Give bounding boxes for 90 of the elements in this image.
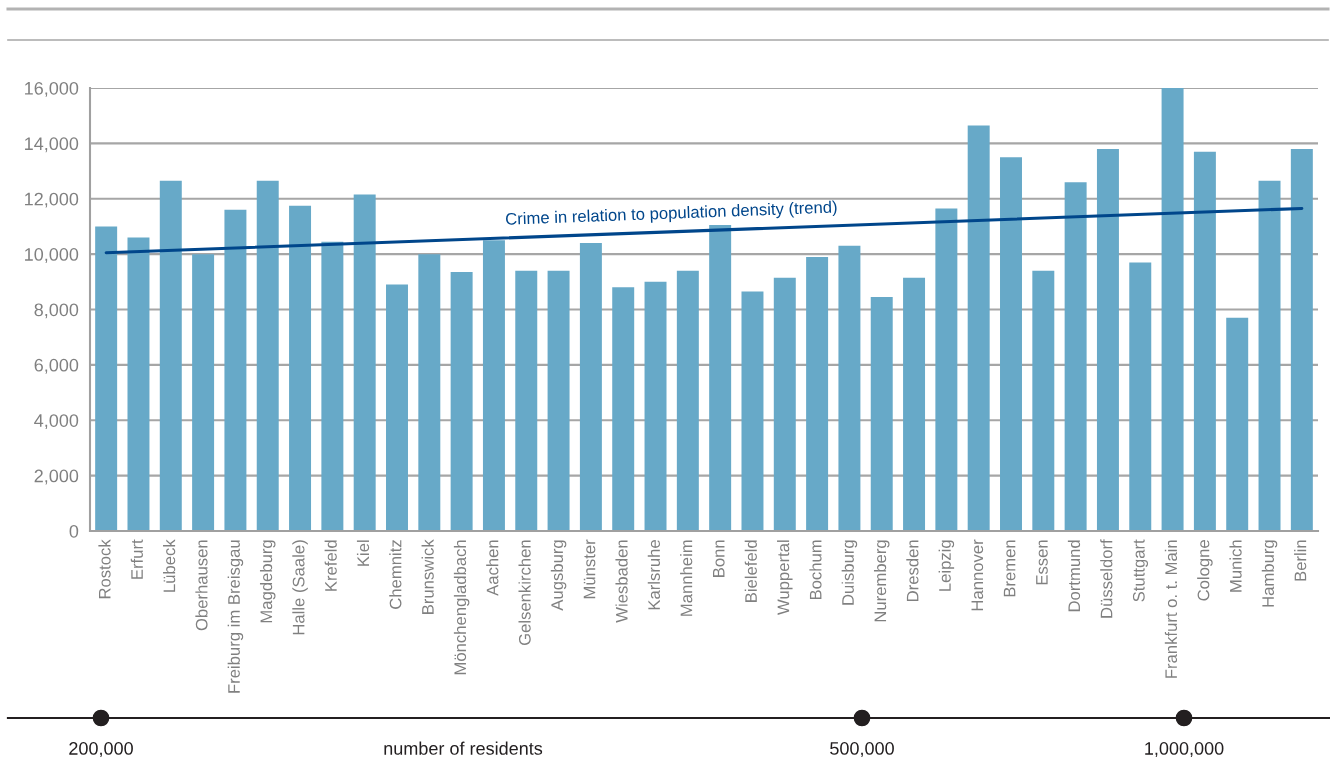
bar <box>127 237 150 531</box>
bar <box>482 240 505 531</box>
bar <box>1032 270 1055 531</box>
bar <box>192 254 215 531</box>
bar <box>870 297 893 531</box>
bar <box>579 243 602 531</box>
text: 1,000,000 <box>1145 742 1224 757</box>
bar <box>612 287 635 531</box>
bar <box>418 254 441 531</box>
x-tick-label: Frankfurt o. t. Main <box>1164 540 1178 678</box>
x-tick-label: Lübeck <box>163 539 176 592</box>
x-tick-label: Karlsruhe <box>647 540 660 610</box>
x-tick-label: Wuppertal <box>777 540 793 615</box>
x-tick-label: Berlin <box>1294 540 1307 581</box>
x-tick-label: Aachen <box>486 540 499 596</box>
bar <box>676 270 699 531</box>
bar <box>1161 88 1184 531</box>
x-axis-title: number of residents <box>384 741 543 755</box>
y-tick-label: 0 <box>69 524 79 538</box>
y-tick-label: 10,000 <box>25 248 79 263</box>
y-tick-label: 14,000 <box>25 137 79 153</box>
y-tick-label: 4,000 <box>34 414 79 430</box>
bar <box>95 226 118 531</box>
bar <box>1129 262 1152 531</box>
bar <box>159 180 182 531</box>
x-tick-label: Duisburg <box>841 540 858 605</box>
text: 500,000 <box>830 742 894 757</box>
x-tick-label: Dortmund <box>1067 540 1081 612</box>
x-tick-label: Bochum <box>809 540 822 600</box>
x-tick-label: Leipzig <box>938 540 955 591</box>
bar <box>967 125 990 531</box>
bar <box>1193 151 1216 531</box>
x-tick-label: Cologne <box>1197 540 1213 601</box>
bar <box>1000 157 1022 531</box>
x-tick-label: Augsburg <box>550 540 567 611</box>
bar <box>1290 148 1313 531</box>
bar <box>1064 182 1087 531</box>
bar <box>256 180 279 531</box>
x-tick-label: Kiel <box>356 540 370 566</box>
y-tick-label: 2,000 <box>34 469 79 485</box>
y-tick-label: 6,000 <box>34 358 79 374</box>
series-label: Crime in relation to population density (trend) <box>505 200 837 229</box>
bar <box>289 205 312 531</box>
x-tick-label: Gelsenkirchen <box>518 540 531 646</box>
bar <box>838 245 861 531</box>
y-tick-label: 8,000 <box>34 303 79 319</box>
x-tick-label: Mannheim <box>680 540 693 616</box>
bar <box>386 284 408 531</box>
x-tick-label: Nuremberg <box>873 540 890 622</box>
x-tick-label: Chemnitz <box>389 540 402 609</box>
bar <box>1226 317 1249 531</box>
bar <box>806 256 829 531</box>
bar <box>224 209 247 531</box>
x-tick-label: Hannover <box>971 539 984 611</box>
y-tick-label: 16,000 <box>25 81 79 97</box>
bar <box>1258 180 1281 531</box>
x-tick-label: Krefeld <box>324 540 337 591</box>
x-tick-label: Mönchengladbach <box>453 540 470 675</box>
bar <box>353 194 376 531</box>
x-tick-label: Bremen <box>1003 540 1016 597</box>
bar <box>547 270 570 531</box>
bar <box>773 277 796 531</box>
bar <box>1096 148 1119 531</box>
bar <box>903 277 926 531</box>
bar <box>741 291 764 531</box>
x-tick-label: Halle (Saale) <box>292 540 308 635</box>
x-tick-label: Münster <box>583 539 596 599</box>
x-tick-label: Düsseldorf <box>1100 539 1113 618</box>
bar <box>321 241 344 531</box>
x-tick-label: Munich <box>1229 540 1242 592</box>
x-tick-label: Essen <box>1036 540 1048 585</box>
x-tick-label: Magdeburg <box>259 540 276 623</box>
x-tick-label: Bielefeld <box>744 540 757 602</box>
bar <box>644 281 667 531</box>
bar <box>935 208 958 531</box>
x-tick-label: Rostock <box>98 539 111 599</box>
x-tick-label: Bonn <box>713 540 725 577</box>
text: 200,000 <box>69 742 133 757</box>
bar <box>709 225 732 531</box>
x-tick-label: Brunswick <box>421 539 434 614</box>
x-tick-label: Oberhausen <box>195 540 208 631</box>
x-tick-label: Stuttgart <box>1132 539 1149 602</box>
y-tick-label: 12,000 <box>25 192 79 208</box>
x-tick-label: Wiesbaden <box>615 540 628 623</box>
bar <box>515 270 538 531</box>
x-tick-label: Dresden <box>906 540 919 601</box>
x-tick-label: Erfurt <box>130 539 143 579</box>
x-tick-label: Freiburg im Breisgau <box>227 540 244 693</box>
x-tick-label: Hamburg <box>1261 540 1278 607</box>
bar <box>450 272 473 531</box>
